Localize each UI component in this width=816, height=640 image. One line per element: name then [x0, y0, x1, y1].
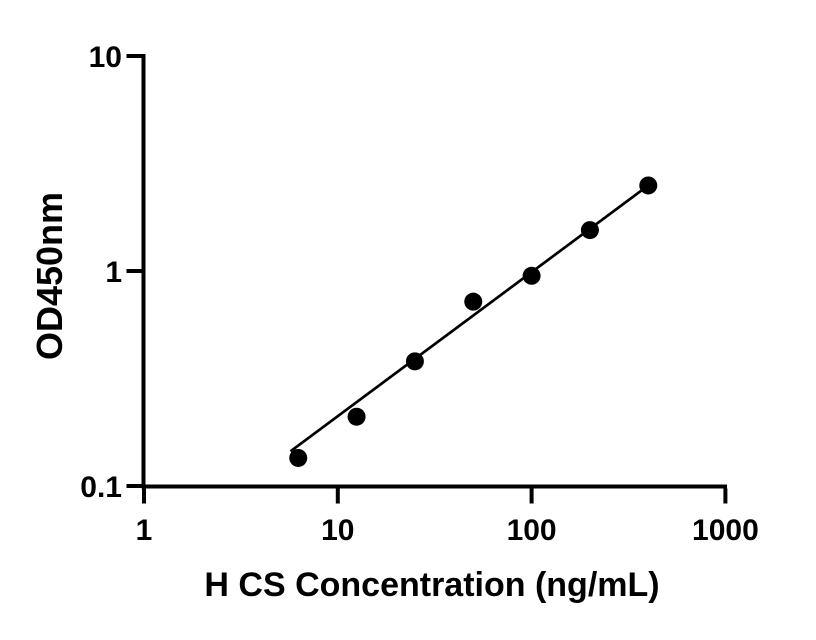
data-point	[347, 407, 366, 426]
y-axis-title: OD450nm	[29, 192, 70, 360]
x-tick-label: 1	[136, 514, 153, 547]
data-point	[522, 266, 541, 285]
y-tick-label: 0.1	[80, 471, 122, 504]
data-point	[580, 221, 599, 240]
data-point	[464, 292, 483, 311]
data-point	[289, 448, 308, 467]
x-tick-label: 10	[321, 514, 354, 547]
data-point	[405, 352, 424, 371]
x-tick-label: 100	[507, 514, 557, 547]
axis-spine	[141, 54, 727, 489]
y-tick-label: 1	[105, 256, 122, 289]
chart-plot-area: 0.1 1 10 1 10 100 1000	[80, 41, 758, 547]
x-tick-label: 1000	[692, 514, 759, 547]
y-tick-label: 10	[89, 41, 122, 74]
data-point	[639, 176, 658, 195]
x-axis-title: H CS Concentration (ng/mL)	[204, 566, 659, 604]
